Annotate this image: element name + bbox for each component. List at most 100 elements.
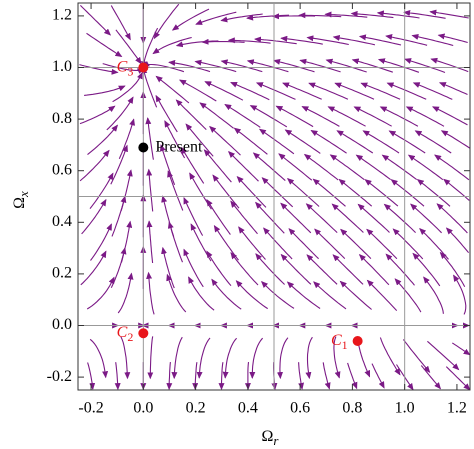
streamline (171, 8, 210, 31)
streamline (87, 124, 119, 156)
streamline (190, 223, 212, 262)
streamline (79, 105, 116, 125)
streamline (86, 276, 115, 310)
streamline (115, 29, 142, 65)
streamline (410, 203, 442, 234)
streamline (230, 252, 259, 286)
streamline (360, 82, 401, 100)
point-label: C1 (331, 332, 348, 352)
streamline (233, 127, 268, 155)
streamline (102, 63, 145, 74)
y-tick-label: 1.2 (52, 7, 72, 24)
streamline (254, 36, 297, 45)
streamline (355, 154, 391, 181)
streamline (183, 248, 204, 288)
streamline (117, 272, 134, 314)
point (138, 62, 149, 73)
streamline (80, 250, 107, 286)
x-tick-label: 1.2 (447, 400, 467, 417)
streamline (333, 336, 341, 379)
streamline (385, 34, 428, 46)
streamline (358, 253, 390, 286)
point-label-main: Present (155, 138, 203, 155)
streamline (120, 169, 133, 212)
streamline (236, 175, 267, 208)
streamline (145, 117, 154, 160)
streamline (366, 279, 398, 311)
streamline (168, 59, 211, 73)
streamline (175, 99, 207, 130)
streamline (179, 79, 217, 102)
streamline (383, 203, 416, 233)
streamline (438, 82, 468, 96)
point (138, 142, 149, 153)
streamline (434, 154, 470, 181)
streamline (260, 280, 295, 309)
point-label-main: C (117, 324, 128, 341)
streamline (377, 58, 420, 73)
streamline (120, 220, 133, 263)
streamline (310, 129, 347, 154)
streamline (227, 150, 259, 182)
x-label-main: Ω (262, 428, 274, 445)
streamline (282, 82, 322, 100)
streamline (325, 58, 367, 73)
streamline (329, 154, 365, 181)
streamline (142, 60, 185, 73)
y-tick-label: 0.8 (52, 110, 72, 127)
streamline (206, 198, 231, 235)
streamline (166, 273, 187, 313)
x-tick-label: 0.4 (238, 400, 258, 417)
streamline (305, 336, 313, 380)
streamline (278, 153, 313, 181)
y-label-main: Ω (11, 197, 28, 209)
streamline (249, 105, 288, 128)
streamline (258, 128, 295, 155)
streamline (386, 82, 427, 100)
streamline (155, 75, 190, 104)
streamline (324, 11, 368, 18)
streamline (277, 337, 289, 380)
streamline (423, 276, 444, 314)
y-axis-label: Ωx (11, 191, 31, 209)
streamline (224, 103, 261, 128)
streamline (106, 96, 134, 131)
streamline (166, 362, 173, 390)
streamline (392, 228, 424, 260)
streamline (407, 154, 444, 181)
streamline (439, 251, 466, 287)
streamline (141, 66, 158, 108)
streamline (230, 200, 258, 235)
streamline (350, 10, 394, 19)
streamline (110, 5, 131, 41)
streamline (89, 338, 109, 379)
y-tick-label: 0.6 (52, 161, 72, 178)
streamline (220, 13, 263, 23)
streamline (412, 82, 453, 100)
streamline (394, 278, 422, 313)
streamline (280, 35, 323, 45)
streamline (263, 227, 293, 260)
point-label-main: C (331, 332, 342, 349)
streamline (412, 252, 441, 287)
streamline (364, 179, 399, 207)
streamline (298, 362, 305, 390)
y-tick-label: 0.0 (52, 316, 72, 333)
streamline (390, 179, 425, 207)
streamline (87, 362, 96, 390)
streamline (252, 152, 286, 182)
streamline (402, 339, 431, 373)
streamline (322, 362, 331, 390)
streamline (181, 146, 205, 184)
point-label: C2 (117, 324, 134, 344)
streamline (273, 58, 315, 73)
streamline (120, 336, 131, 380)
streamline (255, 253, 285, 285)
streamline (280, 202, 312, 234)
x-axis-label: Ωr (262, 428, 280, 448)
streamline (199, 102, 234, 129)
streamline (204, 81, 244, 101)
point-label-sub: 3 (127, 64, 133, 78)
streamline (338, 178, 373, 207)
streamline (280, 253, 312, 285)
